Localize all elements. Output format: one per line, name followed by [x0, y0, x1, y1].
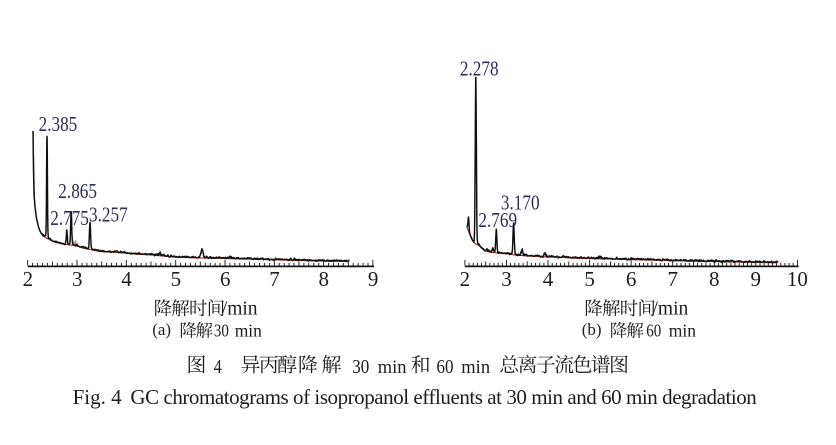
svg-text:3: 3 — [501, 267, 512, 291]
svg-text:2: 2 — [23, 267, 34, 291]
svg-text:6: 6 — [626, 267, 637, 291]
svg-text:(a): (a) — [152, 320, 171, 339]
svg-text:2.769: 2.769 — [478, 209, 517, 232]
svg-text:10: 10 — [787, 267, 808, 291]
svg-text:5: 5 — [584, 267, 595, 291]
svg-text:5: 5 — [171, 267, 182, 291]
svg-text:4: 4 — [121, 267, 132, 291]
svg-text:min: min — [235, 321, 262, 341]
svg-text:(b): (b) — [582, 320, 602, 339]
svg-text:/min: /min — [653, 299, 689, 320]
svg-text:9: 9 — [368, 267, 379, 291]
svg-text:3: 3 — [72, 267, 83, 291]
svg-text:30: 30 — [214, 320, 229, 340]
svg-text:2.775: 2.775 — [50, 207, 89, 230]
svg-text:6: 6 — [220, 267, 231, 291]
svg-text:4: 4 — [214, 355, 222, 377]
svg-text:7: 7 — [269, 267, 280, 291]
svg-text:4: 4 — [543, 267, 554, 291]
svg-text:2.278: 2.278 — [460, 58, 499, 81]
svg-text:2.865: 2.865 — [58, 180, 97, 203]
svg-text:2: 2 — [460, 267, 471, 291]
svg-text:60: 60 — [437, 356, 454, 379]
svg-text:min: min — [378, 358, 407, 378]
svg-text:2.385: 2.385 — [39, 113, 78, 136]
svg-text:GC chromatograms of isopropano: GC chromatograms of isopropanol effluent… — [130, 385, 757, 409]
svg-text:9: 9 — [751, 267, 762, 291]
svg-text:3.257: 3.257 — [89, 204, 128, 227]
svg-text:3.170: 3.170 — [501, 192, 540, 215]
svg-text:min: min — [669, 321, 696, 341]
svg-text:7: 7 — [667, 267, 678, 291]
svg-text:8: 8 — [709, 267, 720, 291]
svg-text:60: 60 — [646, 320, 661, 340]
svg-text:min: min — [461, 358, 490, 378]
svg-text:8: 8 — [319, 267, 330, 291]
svg-text:Fig. 4: Fig. 4 — [73, 385, 123, 409]
svg-text:30: 30 — [352, 356, 369, 379]
svg-text:/min: /min — [222, 299, 258, 320]
